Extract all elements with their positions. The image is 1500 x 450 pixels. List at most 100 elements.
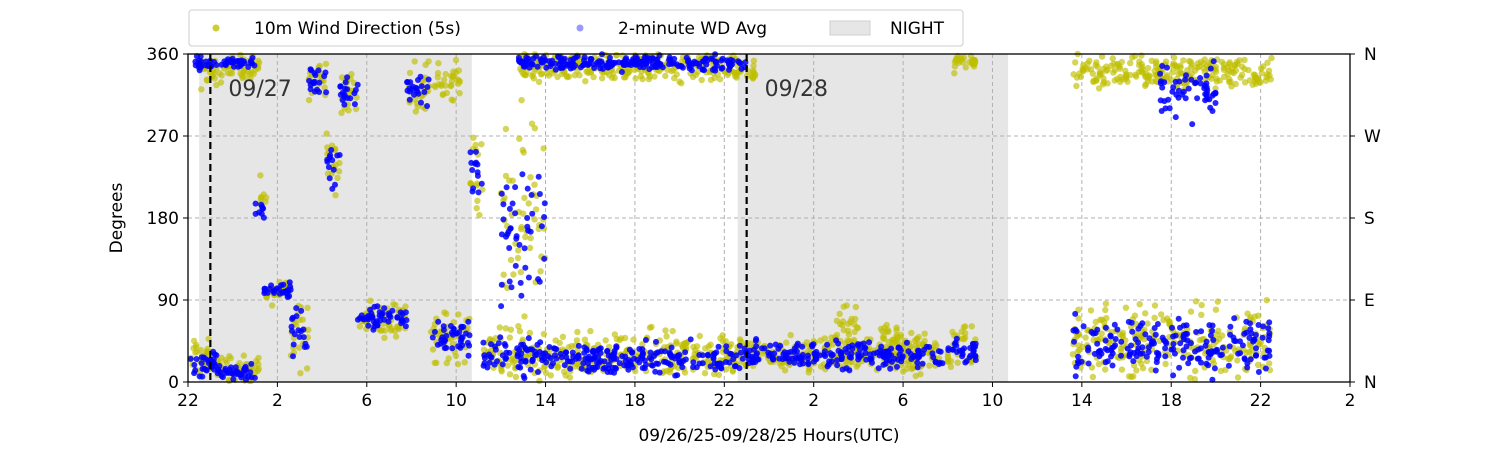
point	[228, 59, 235, 66]
point	[1254, 361, 1262, 369]
point	[422, 61, 429, 68]
point	[1160, 316, 1167, 324]
point	[572, 54, 579, 61]
point	[529, 356, 536, 363]
point	[1211, 365, 1218, 372]
point	[966, 354, 973, 361]
point	[750, 62, 757, 70]
point	[1209, 376, 1216, 383]
point	[715, 371, 723, 379]
point	[300, 326, 307, 333]
y-right-tick-label-1: E	[1364, 291, 1375, 311]
point	[1253, 345, 1259, 352]
point	[632, 75, 639, 82]
point	[262, 194, 270, 201]
point	[488, 341, 494, 348]
point	[834, 357, 841, 364]
point	[452, 56, 460, 64]
point	[1141, 326, 1148, 333]
point	[605, 365, 612, 372]
point	[379, 310, 386, 317]
point	[1257, 65, 1265, 72]
point	[1069, 351, 1077, 358]
point	[1201, 56, 1208, 63]
point	[456, 78, 464, 85]
point	[247, 75, 254, 82]
point	[715, 343, 722, 350]
point	[238, 60, 245, 67]
point	[698, 76, 705, 84]
legend-swatch-2	[829, 20, 871, 36]
point	[225, 369, 232, 376]
point	[452, 352, 460, 360]
point	[1250, 338, 1257, 345]
point	[848, 354, 855, 361]
point	[1262, 77, 1270, 84]
point	[1166, 105, 1173, 112]
point	[1162, 345, 1169, 352]
point	[322, 60, 330, 68]
point	[665, 360, 672, 367]
point	[371, 303, 378, 310]
point	[618, 335, 625, 342]
point	[341, 101, 348, 108]
point	[799, 343, 806, 350]
point	[611, 74, 618, 82]
point	[509, 359, 516, 366]
point	[503, 184, 510, 191]
point	[519, 336, 526, 343]
point	[1175, 94, 1182, 101]
point	[666, 57, 672, 63]
point	[438, 81, 445, 88]
point	[915, 354, 921, 361]
point	[598, 75, 606, 82]
point	[296, 334, 303, 340]
point	[582, 355, 589, 362]
point	[440, 327, 447, 333]
point	[966, 58, 973, 66]
point	[1259, 334, 1266, 341]
point	[344, 86, 351, 93]
point	[874, 349, 881, 356]
point	[524, 215, 531, 221]
point	[1218, 58, 1226, 66]
point	[636, 346, 643, 352]
point	[1102, 366, 1109, 373]
point	[253, 357, 260, 365]
point	[845, 320, 852, 327]
x-tick-label-12: 22	[1250, 391, 1272, 411]
point	[561, 55, 568, 62]
point	[1172, 114, 1179, 121]
point	[668, 344, 675, 351]
point	[512, 262, 519, 269]
point	[1180, 354, 1186, 361]
point	[338, 109, 345, 117]
point	[1197, 80, 1204, 87]
point	[1238, 63, 1246, 70]
point	[1144, 320, 1151, 327]
point	[1191, 376, 1199, 383]
point	[1169, 324, 1175, 331]
point	[656, 52, 663, 59]
point	[587, 68, 595, 76]
point	[322, 69, 329, 76]
point	[1251, 313, 1259, 320]
point	[713, 349, 720, 356]
point	[722, 337, 729, 345]
point	[1180, 331, 1187, 338]
point	[683, 54, 690, 61]
point	[712, 59, 719, 66]
point	[1093, 77, 1100, 84]
x-tick-label-8: 6	[898, 391, 909, 411]
point	[553, 355, 560, 362]
point	[1117, 78, 1124, 86]
point	[486, 359, 493, 366]
point	[1237, 350, 1244, 357]
point	[257, 196, 265, 203]
date-markers: 09/27 09/28	[209, 54, 828, 382]
point	[514, 353, 521, 360]
point	[443, 310, 450, 317]
point	[222, 357, 229, 364]
point	[900, 368, 907, 375]
point	[1143, 70, 1150, 77]
